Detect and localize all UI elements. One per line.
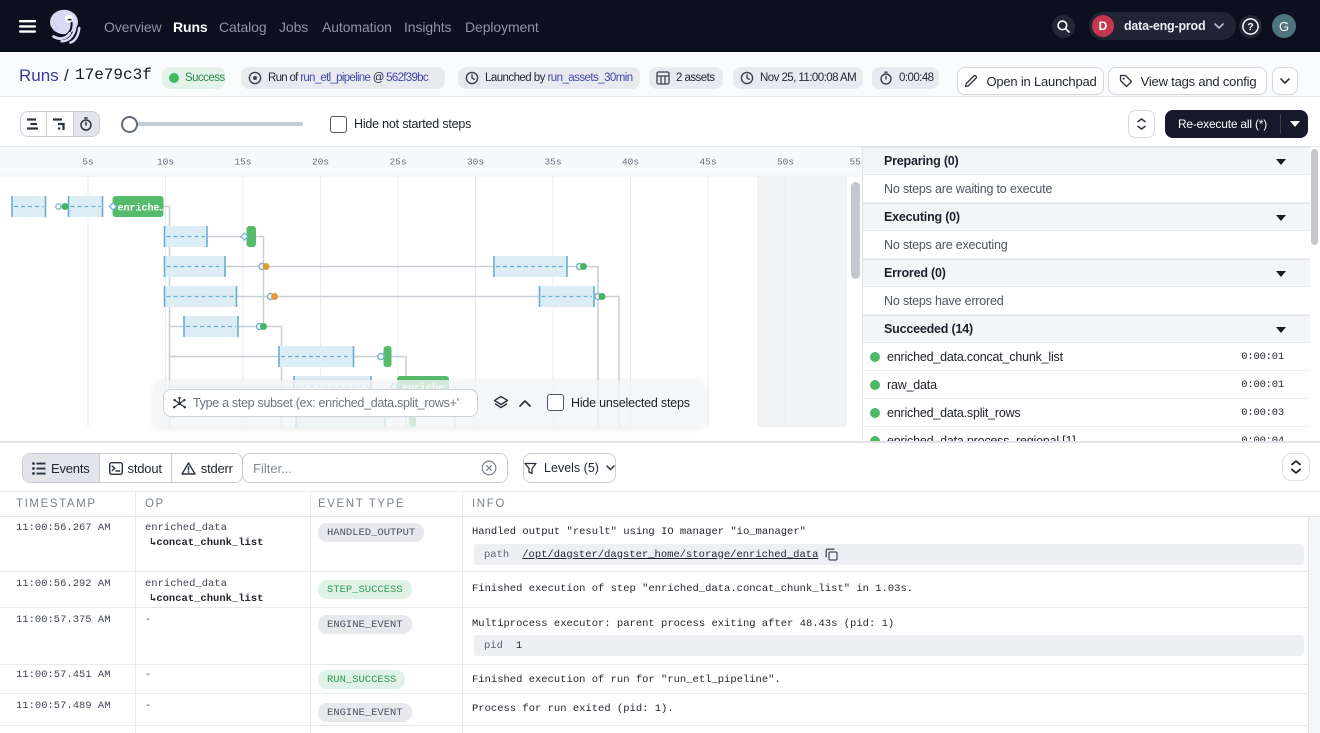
svg-text:45s: 45s	[699, 157, 716, 168]
svg-text:enriche…: enriche…	[118, 203, 166, 215]
svg-text:55s: 55s	[849, 157, 863, 168]
svg-text:50s: 50s	[777, 157, 794, 168]
svg-text:25s: 25s	[389, 157, 406, 168]
svg-text:10s: 10s	[157, 157, 174, 168]
svg-text:15s: 15s	[234, 157, 251, 168]
svg-text:30s: 30s	[467, 157, 484, 168]
svg-text:35s: 35s	[544, 157, 561, 168]
svg-text:40s: 40s	[622, 157, 639, 168]
svg-text:20s: 20s	[312, 157, 329, 168]
svg-text:5s: 5s	[82, 157, 93, 168]
svg-text:?: ?	[1247, 21, 1253, 33]
